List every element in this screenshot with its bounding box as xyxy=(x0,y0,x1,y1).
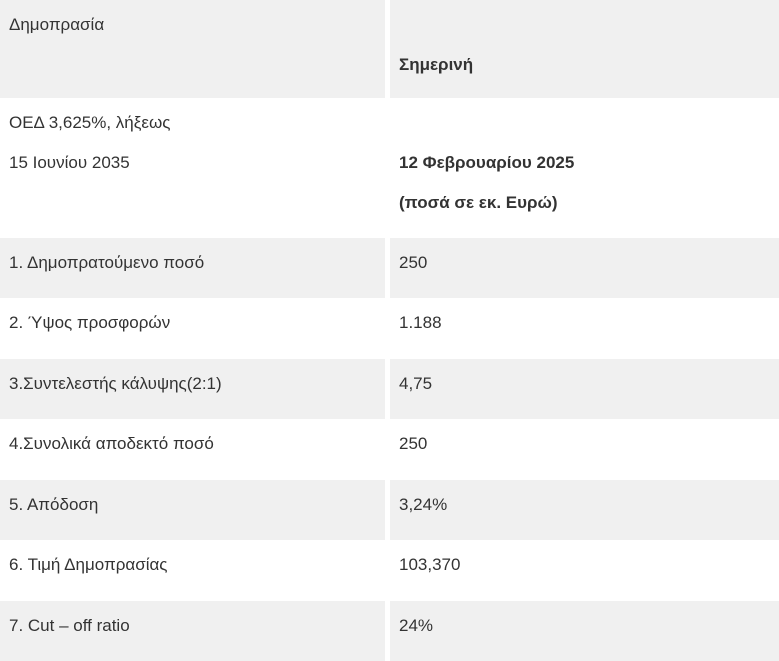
table-row: 3.Συντελεστής κάλυψης(2:1) 4,75 xyxy=(0,358,779,420)
auction-date: 12 Φεβρουαρίου 2025 xyxy=(399,153,575,172)
bond-description-line1: ΟΕΔ 3,625%, λήξεως xyxy=(9,113,171,132)
table-row: 2. Ύψος προσφορών 1.188 xyxy=(0,298,779,359)
table-row: 6. Τιμή Δημοπρασίας 103,370 xyxy=(0,540,779,601)
table-row: 5. Απόδοση 3,24% xyxy=(0,479,779,541)
auction-title: Δημοπρασία xyxy=(9,15,105,34)
row-label-cell: 6. Τιμή Δημοπρασίας xyxy=(0,540,385,600)
row-label-cell: 3.Συντελεστής κάλυψης(2:1) xyxy=(0,359,385,419)
row-value-cell: 1.188 xyxy=(385,298,779,359)
header-cell-current: Σημερινή xyxy=(385,0,779,98)
row-label-cell: 1. Δημοπρατούμενο ποσό xyxy=(0,238,385,298)
row-label: 6. Τιμή Δημοπρασίας xyxy=(9,555,168,575)
row-label-cell: 5. Απόδοση xyxy=(0,480,385,540)
row-label: 4.Συνολικά αποδεκτό ποσό xyxy=(9,434,214,454)
row-label: 3.Συντελεστής κάλυψης(2:1) xyxy=(9,373,222,393)
row-label-cell: 7. Cut – off ratio xyxy=(0,601,385,661)
row-value: 24% xyxy=(399,615,434,635)
table-row: 4.Συνολικά αποδεκτό ποσό 250 xyxy=(0,419,779,480)
table-row: 1. Δημοπρατούμενο ποσό 250 xyxy=(0,238,779,299)
blank-line xyxy=(399,15,769,55)
row-value-cell: 103,370 xyxy=(385,540,779,601)
header-cell-auction: Δημοπρασία xyxy=(0,0,385,98)
row-label: 2. Ύψος προσφορών xyxy=(9,313,171,333)
row-value: 4,75 xyxy=(399,373,433,393)
row-label: 1. Δημοπρατούμενο ποσό xyxy=(9,253,205,272)
bond-description-line2: 15 Ιουνίου 2035 xyxy=(9,153,130,172)
row-value: 1.188 xyxy=(399,313,442,333)
row-label-cell: 4.Συνολικά αποδεκτό ποσό xyxy=(0,419,385,479)
auction-date-cell: 12 Φεβρουαρίου 2025 (ποσά σε εκ. Ευρώ) xyxy=(385,98,779,238)
table-header-row: Δημοπρασία Σημερινή xyxy=(0,0,779,98)
row-label-cell: 2. Ύψος προσφορών xyxy=(0,298,385,358)
row-value: 250 xyxy=(399,253,428,272)
current-column-title: Σημερινή xyxy=(399,55,474,74)
row-value-cell: 250 xyxy=(385,238,779,299)
row-value-cell: 3,24% xyxy=(385,479,779,541)
row-label: 7. Cut – off ratio xyxy=(9,615,130,635)
table-row: 7. Cut – off ratio 24% xyxy=(0,600,779,661)
row-value: 3,24% xyxy=(399,494,448,514)
row-value: 103,370 xyxy=(399,555,461,575)
blank-line xyxy=(399,113,769,153)
bond-description-cell: ΟΕΔ 3,625%, λήξεως 15 Ιουνίου 2035 xyxy=(0,98,385,238)
row-value-cell: 24% xyxy=(385,600,779,661)
row-value: 250 xyxy=(399,434,428,454)
amount-units: (ποσά σε εκ. Ευρώ) xyxy=(399,193,558,212)
row-value-cell: 4,75 xyxy=(385,358,779,420)
table-subheader-row: ΟΕΔ 3,625%, λήξεως 15 Ιουνίου 2035 12 Φε… xyxy=(0,98,779,238)
row-value-cell: 250 xyxy=(385,419,779,480)
row-label: 5. Απόδοση xyxy=(9,494,99,514)
